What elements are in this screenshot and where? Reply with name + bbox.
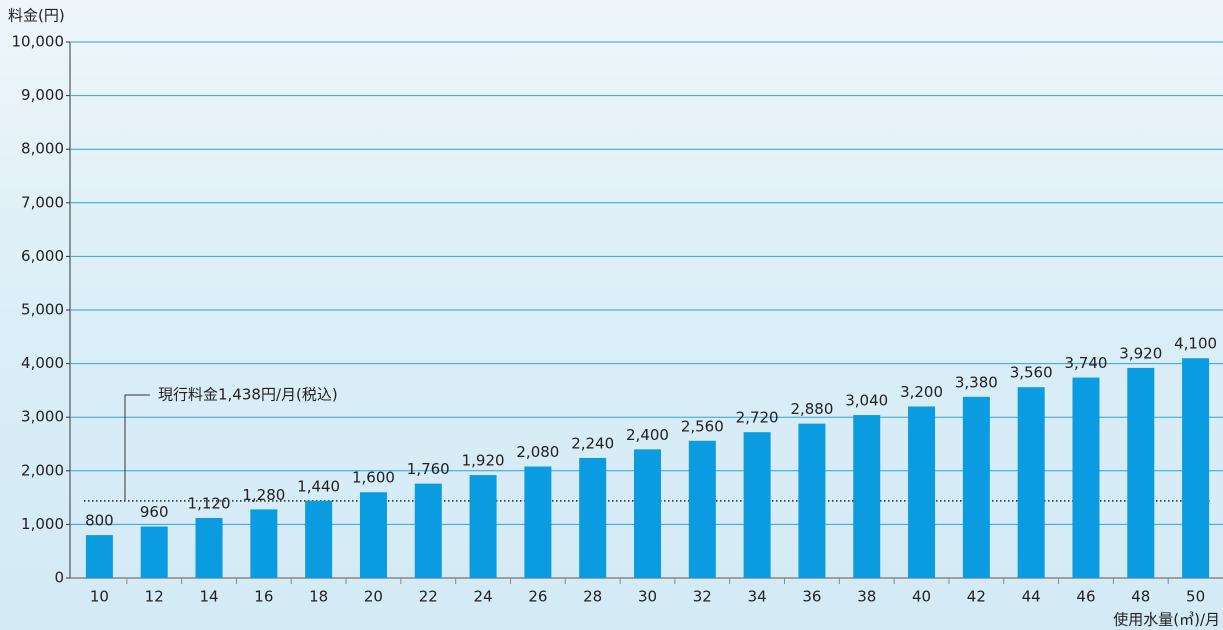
y-tick-label: 1,000 [21, 515, 64, 533]
y-tick-label: 7,000 [21, 193, 64, 211]
value-label: 2,880 [790, 400, 833, 418]
bar [1072, 378, 1099, 578]
value-label: 3,920 [1119, 344, 1162, 362]
bar [1018, 387, 1045, 578]
value-label: 3,560 [1010, 364, 1053, 382]
x-tick-label: 18 [309, 588, 328, 606]
x-tick-label: 42 [967, 588, 986, 606]
x-tick-label: 38 [857, 588, 876, 606]
y-tick-label: 10,000 [12, 33, 65, 51]
bar [360, 492, 387, 578]
bar [798, 424, 825, 578]
y-tick-label: 9,000 [21, 86, 64, 104]
x-tick-label: 50 [1186, 588, 1205, 606]
y-tick-label: 0 [54, 569, 64, 587]
bar [744, 432, 771, 578]
bar [908, 406, 935, 578]
value-label: 3,380 [955, 373, 998, 391]
bar [689, 441, 716, 578]
chart: 料金(円) 使用水量(㎥)/月 0 1,000 2,000 3,000 4,000 5,0… [0, 0, 1223, 630]
bar [1127, 368, 1154, 578]
x-tick-label: 14 [199, 588, 218, 606]
bar [196, 518, 223, 578]
value-label: 3,200 [900, 383, 943, 401]
x-tick-label: 44 [1022, 588, 1041, 606]
bar [141, 527, 168, 578]
value-label: 2,720 [736, 409, 779, 427]
x-tick-label: 26 [528, 588, 547, 606]
x-tick-label: 34 [748, 588, 767, 606]
x-axis-label: 使用水量(㎥)/月 [1113, 611, 1220, 629]
x-tick-label: 16 [254, 588, 273, 606]
y-axis-label: 料金(円) [8, 7, 65, 25]
y-tick-label: 8,000 [21, 140, 64, 158]
y-tick-label: 4,000 [21, 354, 64, 372]
bar [579, 458, 606, 578]
value-label: 1,440 [297, 477, 340, 495]
leader-line [125, 395, 150, 501]
bar [634, 449, 661, 578]
value-label: 3,040 [845, 392, 888, 410]
y-tick-label: 2,000 [21, 461, 64, 479]
value-label: 3,740 [1064, 354, 1107, 372]
x-tick-label: 48 [1131, 588, 1150, 606]
bar [524, 467, 551, 578]
x-tick-label: 10 [90, 588, 109, 606]
value-label: 1,760 [407, 460, 450, 478]
x-tick-label: 20 [364, 588, 383, 606]
x-tick-label: 46 [1076, 588, 1095, 606]
x-tick-label: 24 [474, 588, 493, 606]
reference-label: 現行料金1,438円/月(税込) [158, 386, 338, 404]
bar [305, 501, 332, 578]
value-label: 2,240 [571, 434, 614, 452]
value-label: 1,120 [188, 494, 231, 512]
value-label: 1,920 [462, 452, 505, 470]
x-tick-label: 36 [802, 588, 821, 606]
x-tick-label: 28 [583, 588, 602, 606]
value-label: 4,100 [1174, 335, 1217, 353]
value-label: 1,280 [242, 486, 285, 504]
value-label: 800 [85, 512, 114, 530]
bar [1182, 358, 1209, 578]
value-label: 2,560 [681, 417, 724, 435]
x-tick-label: 40 [912, 588, 931, 606]
x-tick-label: 32 [693, 588, 712, 606]
y-tick-label: 5,000 [21, 301, 64, 319]
bar [415, 484, 442, 578]
y-tick-label: 3,000 [21, 408, 64, 426]
value-label: 960 [140, 503, 169, 521]
bar [250, 509, 277, 578]
value-label: 1,600 [352, 469, 395, 487]
value-label: 2,080 [516, 443, 559, 461]
page: 料金(円) 使用水量(㎥)/月 0 1,000 2,000 3,000 4,000 5,0… [0, 0, 1223, 630]
y-tick-label: 6,000 [21, 247, 64, 265]
bar [470, 475, 497, 578]
bar [86, 535, 113, 578]
bar [853, 415, 880, 578]
value-label: 2,400 [626, 426, 669, 444]
x-tick-label: 30 [638, 588, 657, 606]
bar [963, 397, 990, 578]
x-tick-label: 22 [419, 588, 438, 606]
x-tick-label: 12 [145, 588, 164, 606]
